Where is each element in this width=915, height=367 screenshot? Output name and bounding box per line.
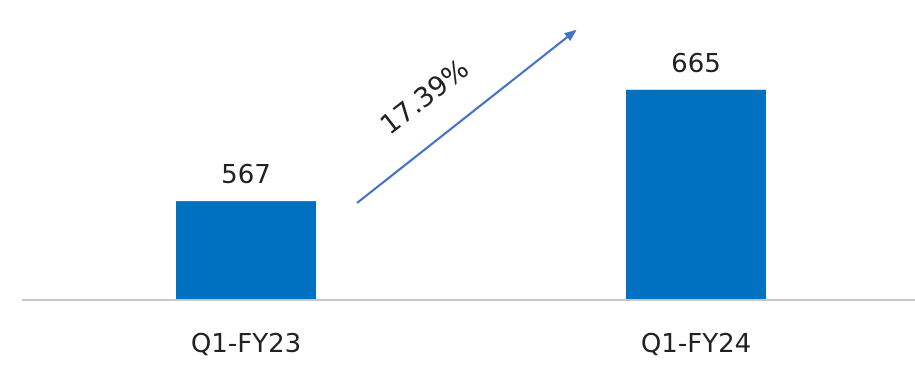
data-label-q1-fy23: 567: [221, 160, 271, 190]
category-label-q1-fy24: Q1-FY24: [641, 329, 751, 359]
bar-q1-fy23: [176, 201, 316, 300]
growth-percentage-label: 17.39%: [375, 53, 475, 141]
bars-layer: [176, 89, 766, 300]
growth-arrow: [356, 29, 577, 204]
category-label-q1-fy23: Q1-FY23: [191, 329, 301, 359]
labels-layer: 567 Q1-FY23 665 Q1-FY24: [191, 49, 751, 359]
bar-q1-fy24: [626, 89, 766, 300]
data-label-q1-fy24: 665: [671, 49, 721, 79]
